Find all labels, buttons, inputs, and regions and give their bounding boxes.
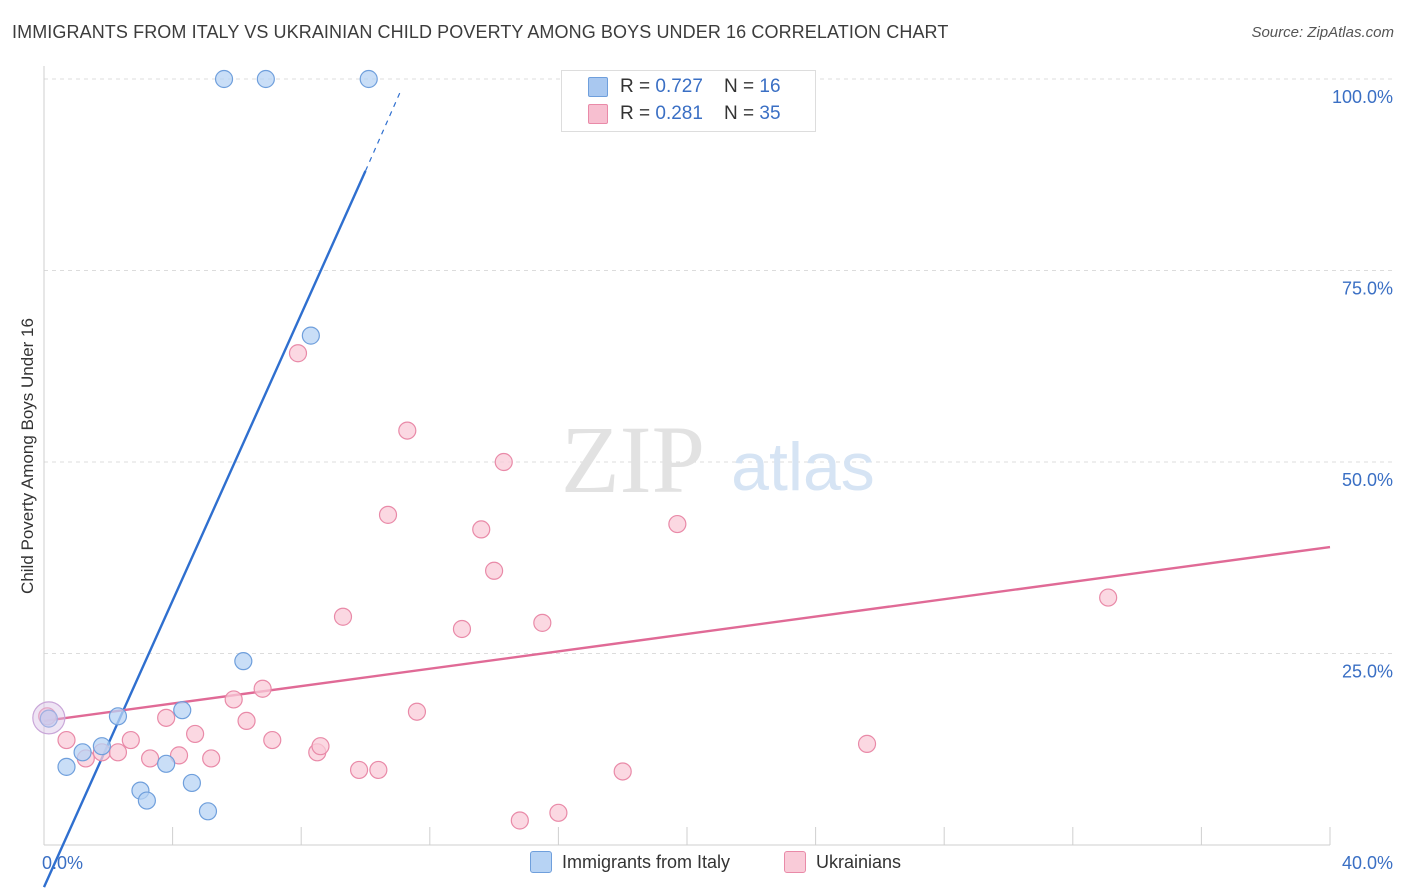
data-point: [472, 520, 491, 539]
data-point: [234, 652, 253, 671]
data-point: [202, 749, 221, 768]
data-point: [57, 730, 76, 750]
data-point: [378, 505, 398, 524]
legend-r-value: 0.727: [655, 76, 703, 97]
data-point: [57, 757, 76, 776]
legend-row-italy: R = 0.727 N = 16: [588, 75, 781, 99]
data-point: [311, 737, 330, 756]
data-point: [349, 760, 369, 780]
correlation-legend: R = 0.727 N = 16 R = 0.281 N = 35: [561, 70, 816, 132]
data-point: [198, 802, 218, 821]
y-axis-label: Child Poverty Among Boys Under 16: [18, 318, 37, 594]
data-point: [407, 702, 427, 721]
watermark-atlas: atlas: [731, 429, 875, 505]
source-label: Source: ZipAtlas.com: [1251, 24, 1394, 41]
trend-line-extension: [364, 90, 402, 172]
legend-swatch-italy: [530, 851, 552, 873]
data-point: [182, 773, 201, 793]
data-point: [224, 690, 243, 709]
legend-swatch-italy: [588, 77, 608, 97]
legend-row-ukrainians: R = 0.281 N = 35: [588, 102, 781, 126]
data-point: [253, 679, 272, 698]
legend-item-italy[interactable]: Immigrants from Italy: [530, 851, 730, 873]
data-point: [485, 561, 504, 580]
data-point: [73, 743, 92, 762]
data-points: [32, 69, 1118, 830]
data-point: [288, 344, 308, 363]
trend-line: [42, 170, 367, 888]
legend-n-value: 35: [759, 103, 781, 124]
data-point: [140, 749, 160, 768]
data-point: [32, 701, 66, 735]
legend-swatch-ukrainians: [588, 104, 608, 124]
y-tick-label: 25.0%: [1342, 662, 1393, 682]
legend-n-label: N =: [724, 103, 760, 124]
legend-swatch-ukrainians: [784, 851, 806, 873]
data-point: [613, 762, 632, 781]
legend-n-value: 16: [759, 76, 781, 97]
data-point: [452, 619, 472, 639]
y-tick-label: 100.0%: [1332, 87, 1393, 107]
legend-r-label: R =: [620, 76, 656, 97]
data-point: [157, 754, 176, 773]
legend-label-italy: Immigrants from Italy: [562, 851, 731, 872]
tick-labels: 25.0% 50.0% 75.0% 100.0% 0.0% 40.0%: [42, 87, 1393, 873]
legend-r-value: 0.281: [655, 103, 703, 124]
data-point: [494, 452, 513, 472]
y-tick-label: 50.0%: [1342, 470, 1393, 490]
data-point: [533, 613, 552, 632]
legend-r-label: R =: [620, 103, 656, 124]
chart-title: IMMIGRANTS FROM ITALY VS UKRAINIAN CHILD…: [12, 22, 949, 42]
data-point: [186, 724, 205, 744]
watermark: ZIP atlas: [561, 406, 875, 513]
data-point: [263, 730, 282, 750]
data-point: [237, 711, 256, 731]
data-point: [137, 791, 156, 810]
y-tick-label: 75.0%: [1342, 279, 1393, 299]
data-point: [157, 708, 176, 727]
data-point: [121, 730, 140, 750]
data-point: [301, 326, 320, 345]
data-point: [857, 734, 877, 753]
series-legend: Immigrants from Italy Ukrainians: [0, 851, 1406, 877]
x-tick-label: 0.0%: [42, 853, 83, 873]
data-point: [108, 743, 128, 762]
data-point: [549, 803, 568, 822]
watermark-zip: ZIP: [561, 406, 705, 513]
data-point: [369, 760, 388, 780]
data-point: [256, 69, 275, 89]
x-tick-label: 40.0%: [1342, 853, 1393, 873]
data-point: [510, 811, 529, 830]
data-point: [108, 707, 128, 726]
data-point: [1099, 588, 1118, 607]
data-point: [398, 421, 417, 440]
data-point: [668, 514, 687, 534]
grid-lines: [44, 78, 1395, 654]
legend-label-ukrainians: Ukrainians: [816, 851, 902, 872]
data-point: [169, 746, 189, 765]
data-point: [173, 701, 192, 720]
legend-item-ukrainians[interactable]: Ukrainians: [784, 851, 901, 873]
data-point: [92, 737, 111, 756]
data-point: [333, 607, 353, 626]
data-point: [39, 709, 58, 728]
legend-n-label: N =: [724, 76, 760, 97]
data-point: [214, 69, 234, 89]
data-point: [359, 69, 378, 89]
